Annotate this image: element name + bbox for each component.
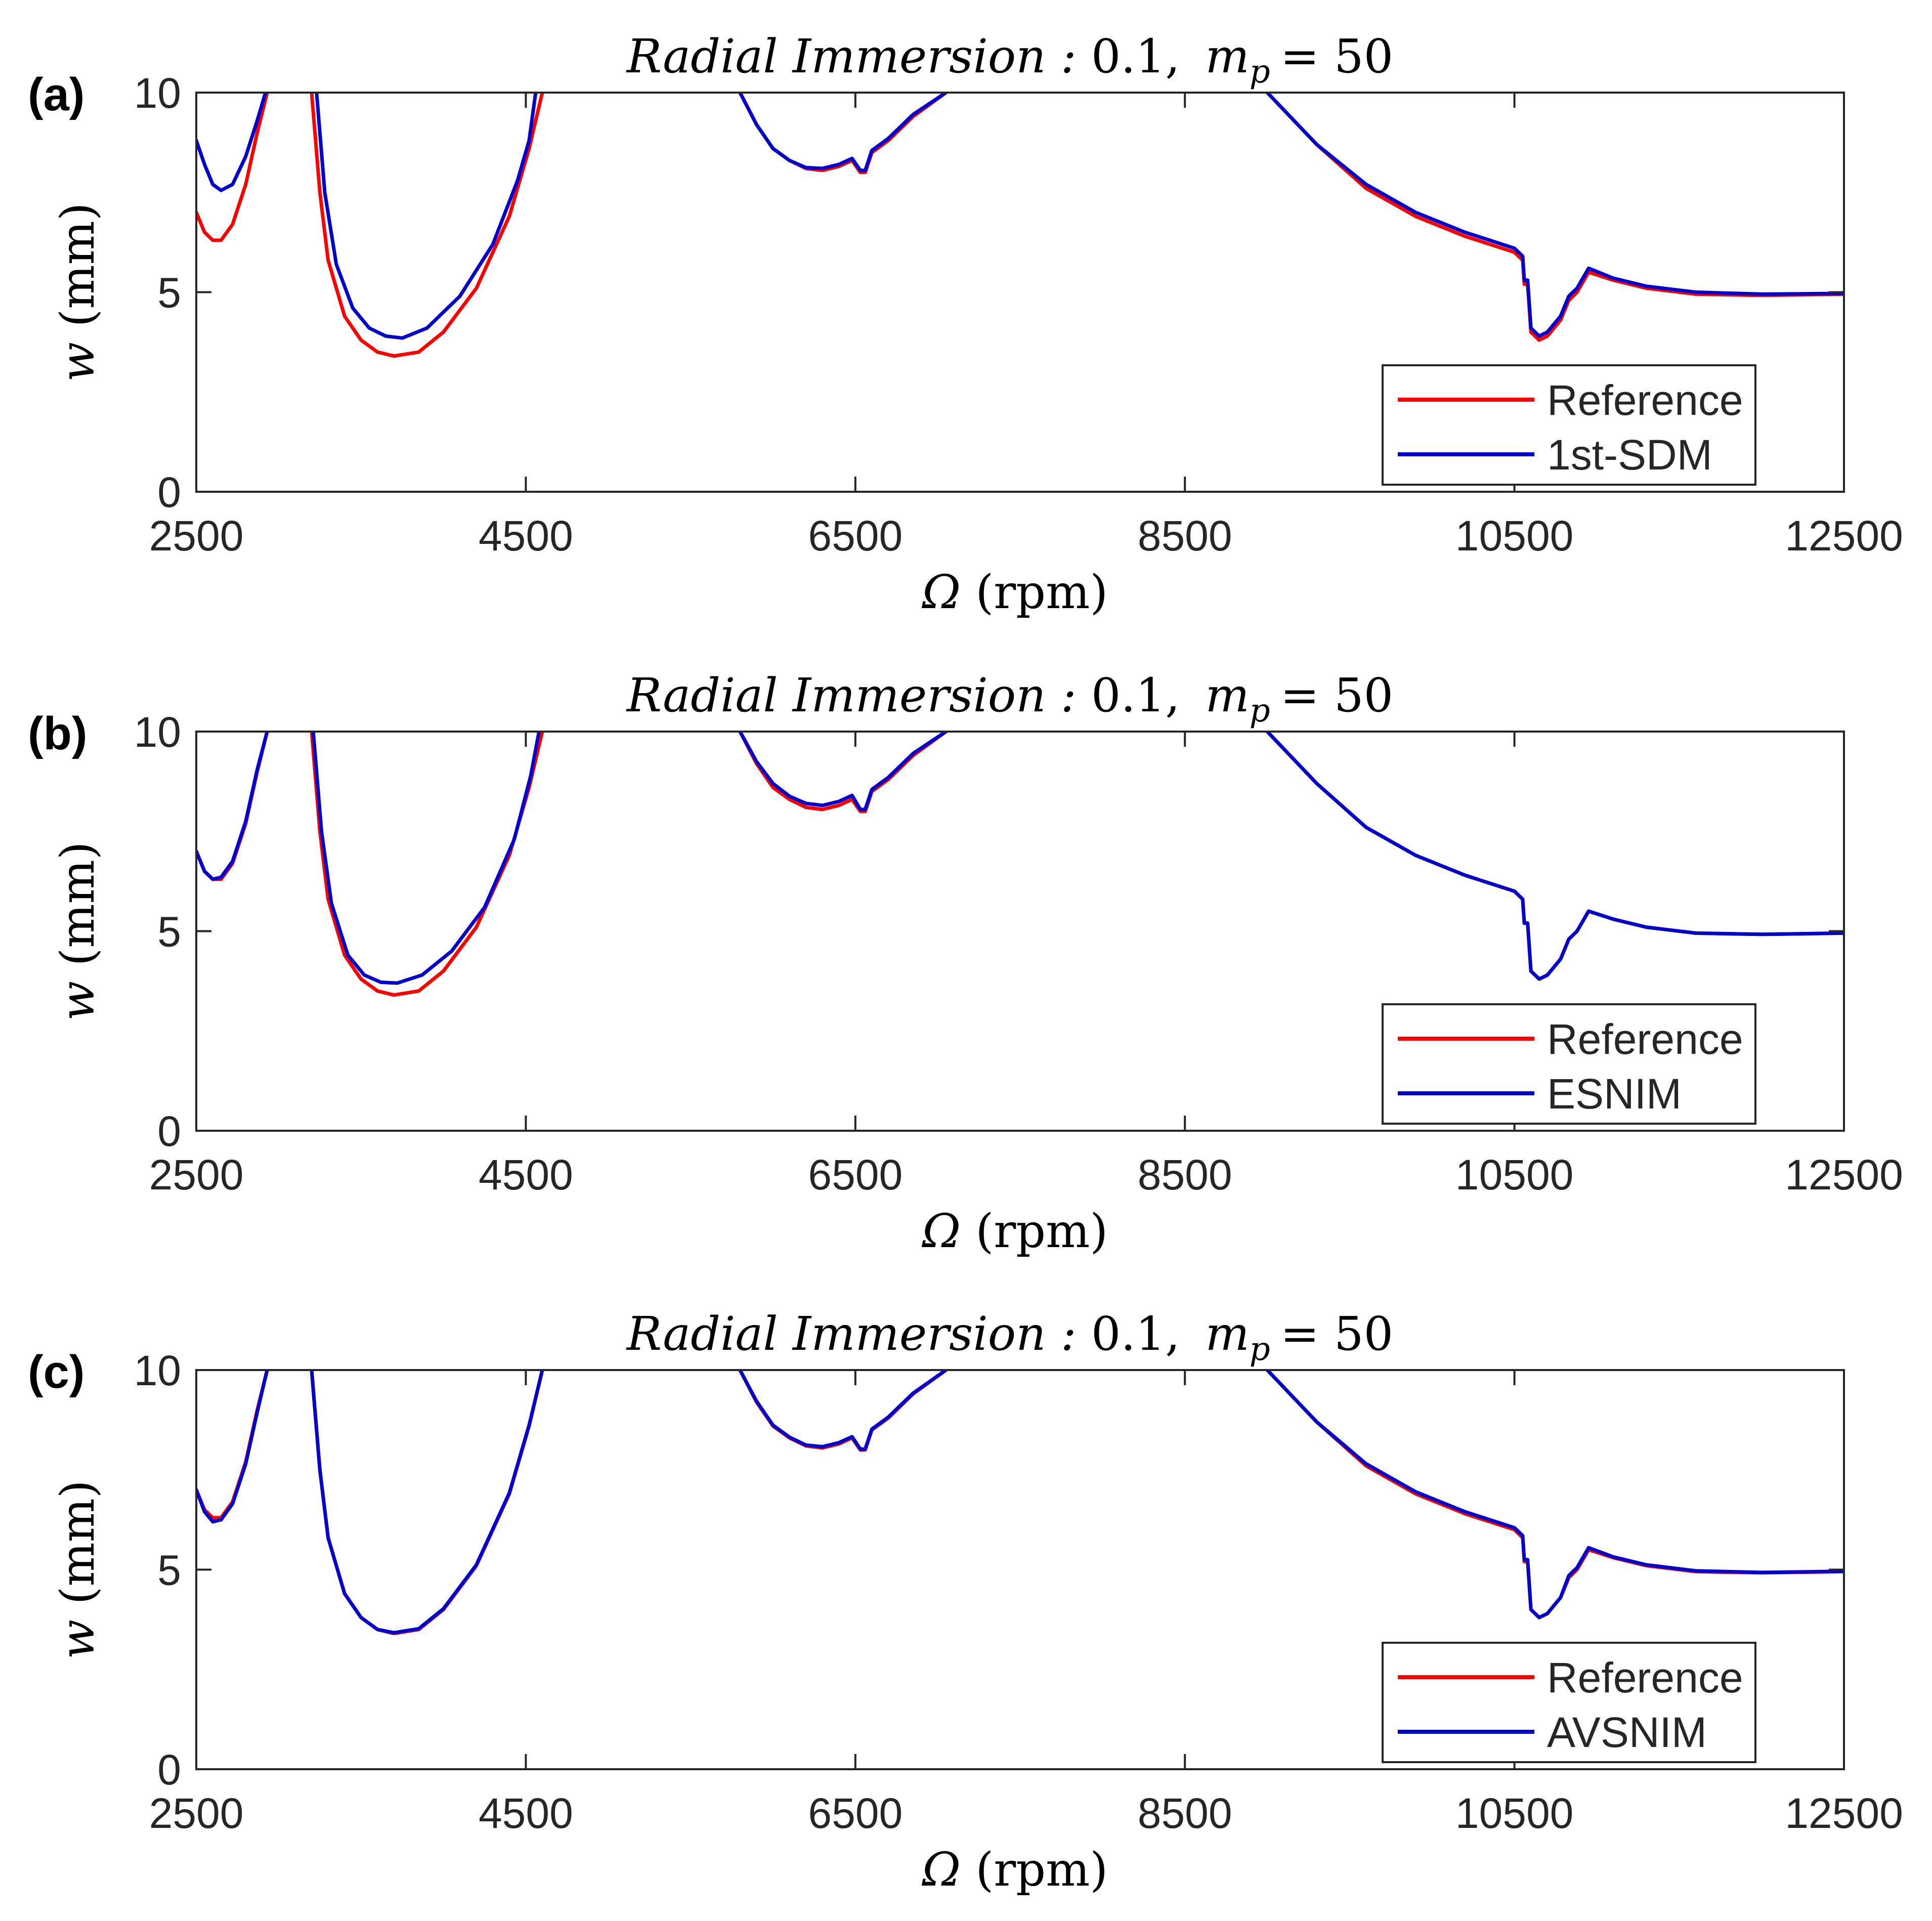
panel-label: (a)	[28, 69, 84, 120]
x-tick-label: 10500	[1455, 512, 1574, 560]
legend-box	[1382, 1642, 1756, 1763]
x-tick-label: 12500	[1785, 1151, 1903, 1199]
legend: Reference AVSNIM	[1382, 1642, 1756, 1763]
legend: Reference ESNIM	[1382, 1003, 1756, 1125]
x-axis-label: Ω (rpm)	[922, 565, 1108, 619]
x-tick-label: 6500	[808, 1151, 903, 1199]
y-axis-label: w (mm)	[51, 1480, 105, 1659]
series-line-segment	[1265, 732, 1844, 981]
series-line-segment	[1265, 93, 1844, 342]
chart-panel-1: 2500 4500 6500 8500 10500 12500 0 5 10 Radial Imm…	[28, 29, 1903, 619]
series-line-segment	[196, 1370, 269, 1524]
chart-panel-3: 2500 4500 6500 8500 10500 12500 0 5 10 Radial Imm…	[28, 1307, 1903, 1897]
y-tick-label: 10	[134, 69, 181, 117]
panel-label: (b)	[28, 708, 87, 759]
chart-panel-2: 2500 4500 6500 8500 10500 12500 0 5 10 Radial Imm…	[28, 668, 1903, 1258]
legend-box	[1382, 1003, 1756, 1125]
x-tick-label: 10500	[1455, 1789, 1574, 1837]
series-line-segment	[315, 93, 538, 340]
series-line-segment	[310, 732, 544, 997]
x-tick-label: 2500	[149, 1151, 244, 1199]
x-tick-label: 8500	[1138, 512, 1232, 560]
legend: Reference 1st-SDM	[1382, 364, 1756, 486]
series-esnim	[196, 732, 1844, 985]
x-axis-label: Ω (rpm)	[922, 1843, 1108, 1897]
series-line-segment	[310, 93, 544, 358]
legend-box	[1382, 364, 1756, 486]
legend-label: AVSNIM	[1547, 1709, 1707, 1756]
y-tick-label: 5	[157, 908, 181, 956]
x-axis-label: Ω (rpm)	[922, 1204, 1108, 1258]
y-tick-label: 0	[157, 1107, 181, 1155]
x-tick-label: 4500	[479, 512, 573, 560]
x-tick-label: 10500	[1455, 1151, 1574, 1199]
legend-label: Reference	[1547, 376, 1743, 424]
x-tick-label: 8500	[1138, 1151, 1232, 1199]
x-tick-label: 12500	[1785, 512, 1903, 560]
x-tick-label: 12500	[1785, 1789, 1903, 1837]
y-tick-label: 5	[157, 1547, 181, 1594]
panel-label: (c)	[28, 1346, 84, 1398]
series-line-segment	[738, 93, 948, 173]
series-line-segment	[310, 1370, 544, 1635]
x-tick-label: 2500	[149, 512, 244, 560]
chart-title: Radial Immersion : 0.1, mp = 50	[626, 29, 1393, 91]
y-tick-label: 5	[157, 269, 181, 317]
series-line-segment	[311, 732, 541, 985]
legend-label: ESNIM	[1547, 1070, 1682, 1118]
series-line-segment	[738, 732, 948, 812]
series-line-segment	[196, 93, 268, 192]
legend-label: Reference	[1547, 1015, 1743, 1063]
series-line-segment	[196, 732, 269, 881]
series-avsnim	[196, 1370, 1844, 1635]
legend-label: Reference	[1547, 1654, 1743, 1701]
y-tick-label: 10	[134, 1347, 181, 1394]
x-tick-label: 4500	[479, 1151, 573, 1199]
chart-title: Radial Immersion : 0.1, mp = 50	[626, 668, 1393, 730]
y-axis-label: w (mm)	[51, 202, 105, 381]
x-tick-label: 8500	[1138, 1789, 1232, 1837]
y-tick-label: 10	[134, 708, 181, 756]
series-line-segment	[1265, 1370, 1844, 1619]
chart-title: Radial Immersion : 0.1, mp = 50	[626, 1307, 1393, 1368]
series-line-segment	[1265, 93, 1844, 338]
x-tick-label: 4500	[479, 1789, 573, 1837]
x-tick-label: 2500	[149, 1789, 244, 1837]
legend-label: 1st-SDM	[1547, 431, 1712, 479]
x-tick-label: 6500	[808, 1789, 903, 1837]
y-axis-label: w (mm)	[51, 841, 105, 1020]
y-tick-label: 0	[157, 468, 181, 516]
y-tick-label: 0	[157, 1746, 181, 1794]
series-1st-sdm	[196, 93, 1844, 340]
series-line-segment	[196, 93, 269, 242]
series-line-segment	[738, 1370, 948, 1451]
x-tick-label: 6500	[808, 512, 903, 560]
